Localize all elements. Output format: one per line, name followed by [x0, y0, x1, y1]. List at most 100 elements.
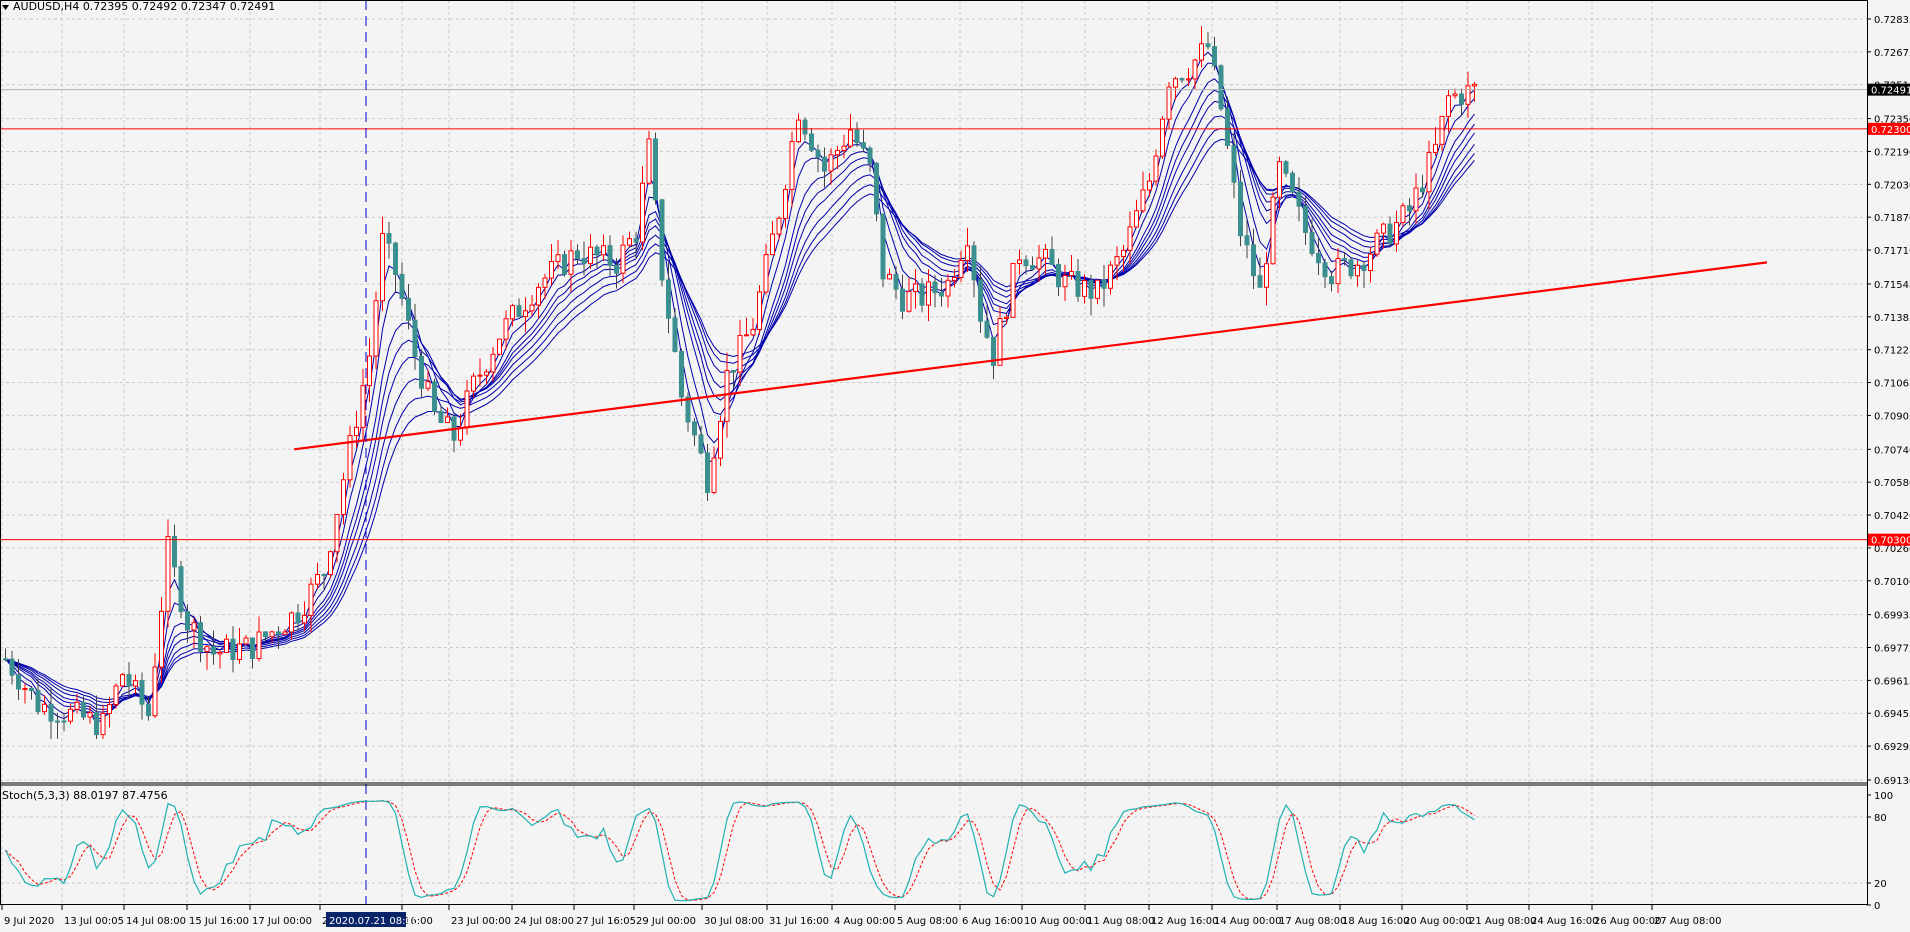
- candle: [529, 295, 535, 316]
- bull-candle-body: [783, 189, 788, 219]
- bull-candle-body: [1127, 226, 1133, 251]
- trendline[interactable]: [293, 261, 1768, 451]
- bull-candle-body: [542, 277, 548, 288]
- candle: [984, 305, 990, 339]
- candle: [230, 626, 236, 673]
- candle: [55, 712, 60, 739]
- bull-candle-body: [529, 304, 535, 312]
- bear-candle-body: [419, 355, 424, 389]
- price-tags: 0.72300 0.70300 0.72491: [1868, 83, 1910, 547]
- bull-candle-body: [536, 286, 541, 306]
- bull-candle-body: [906, 291, 912, 312]
- bull-candle-body: [42, 703, 47, 713]
- candle: [35, 678, 41, 715]
- bear-candle-body: [809, 133, 814, 151]
- candle: [1173, 76, 1178, 100]
- stochastic-axis[interactable]: 100 80 20 0: [1867, 791, 1893, 912]
- bull-candle-body: [1017, 259, 1022, 264]
- candle: [607, 235, 613, 276]
- candle: [1465, 71, 1471, 118]
- bear-candle-body: [1101, 279, 1107, 289]
- candle: [295, 604, 301, 631]
- bull-candle-body: [22, 687, 28, 690]
- candle: [731, 369, 736, 388]
- bull-candle-body: [1153, 155, 1159, 182]
- candlestick-series[interactable]: [3, 26, 1477, 739]
- candle: [620, 235, 626, 283]
- bear-candle-body: [1348, 259, 1354, 277]
- horizontal-levels[interactable]: [0, 89, 1867, 541]
- bear-candle-body: [399, 273, 405, 299]
- candle: [1264, 251, 1269, 306]
- support-trendline[interactable]: [293, 261, 1768, 451]
- bull-candle-body: [1199, 43, 1204, 61]
- bear-candle-body: [854, 129, 860, 144]
- candle: [1101, 264, 1107, 307]
- price-pane[interactable]: [0, 0, 1867, 905]
- candle: [1036, 244, 1042, 282]
- candle: [263, 631, 268, 642]
- time-tick-label: 18 Aug 16:00: [1342, 916, 1409, 927]
- bull-candle-body: [328, 551, 333, 576]
- candle: [1147, 172, 1152, 197]
- candle: [510, 303, 515, 327]
- time-tick-label: 10 Aug 00:00: [1024, 916, 1091, 927]
- stochastic-tick-label: 0: [1874, 901, 1880, 912]
- bull-candle-body: [1095, 279, 1100, 299]
- bull-candle-body: [549, 261, 554, 279]
- candle: [1420, 174, 1425, 197]
- candle: [659, 198, 665, 287]
- bear-candle-body: [822, 156, 827, 172]
- candle: [1199, 26, 1204, 68]
- time-tick-label: 13 Jul 00:05: [64, 916, 124, 927]
- bull-candle-body: [1160, 118, 1165, 157]
- candle: [1160, 116, 1165, 159]
- bull-candle-body: [744, 334, 749, 337]
- time-tick-label: 16:00: [404, 916, 433, 927]
- bear-candle-body: [1030, 265, 1035, 270]
- bull-candle-body: [1433, 143, 1438, 153]
- candle: [1452, 88, 1458, 99]
- candle: [1439, 115, 1445, 151]
- bull-candle-body: [750, 328, 756, 336]
- time-tick-label: 24 Jul 08:00: [514, 916, 574, 927]
- candle: [165, 519, 171, 628]
- time-tick-label: 6 Aug 16:00: [962, 916, 1023, 927]
- current-price-tag: [1868, 83, 1910, 96]
- stochastic-tick-label: 20: [1874, 879, 1887, 890]
- bear-candle-body: [29, 687, 34, 691]
- candle: [848, 113, 853, 149]
- dropdown-triangle-icon[interactable]: [2, 5, 9, 10]
- candle: [1075, 259, 1081, 302]
- time-axis[interactable]: 9 Jul 2020 13 Jul 00:05 14 Jul 08:00 15 Jul…: [1, 905, 1721, 927]
- bull-candle-body: [555, 254, 561, 263]
- bull-candle-body: [1010, 262, 1016, 318]
- candle: [913, 269, 918, 309]
- stochastic-pane[interactable]: [0, 799, 1867, 902]
- bull-candle-body: [445, 416, 450, 423]
- bear-candle-body: [1420, 187, 1425, 193]
- level-price-tag-label: 0.70300: [1871, 536, 1910, 547]
- bear-candle-body: [984, 320, 990, 338]
- candle: [152, 653, 158, 719]
- candle: [549, 243, 554, 286]
- bull-candle-body: [347, 435, 353, 481]
- bear-candle-body: [16, 674, 21, 690]
- candle: [107, 697, 112, 728]
- bear-candle-body: [412, 319, 418, 357]
- candle: [419, 349, 424, 397]
- bull-candle-body: [360, 385, 366, 428]
- candle: [646, 130, 652, 185]
- bull-candle-body: [1368, 253, 1373, 271]
- candle: [698, 425, 704, 455]
- bear-candle-body: [575, 250, 580, 260]
- candle: [1056, 258, 1061, 297]
- candle: [497, 338, 502, 356]
- bull-candle-body: [913, 283, 918, 293]
- candle: [445, 407, 450, 424]
- stochastic-tick-label: 80: [1874, 813, 1887, 824]
- time-tick-label: 23 Jul 00:00: [451, 916, 511, 927]
- bull-candle-body: [1173, 78, 1178, 88]
